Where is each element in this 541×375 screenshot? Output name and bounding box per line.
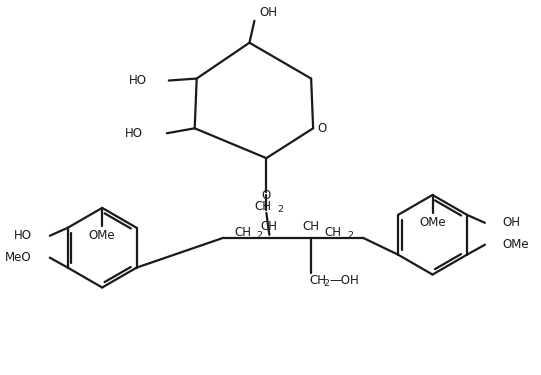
Text: CH: CH — [309, 274, 326, 287]
Text: O: O — [317, 122, 326, 135]
Text: CH: CH — [302, 220, 320, 233]
Text: MeO: MeO — [5, 251, 32, 264]
Text: 2: 2 — [278, 206, 283, 214]
Text: CH: CH — [325, 226, 341, 239]
Text: O: O — [262, 189, 271, 202]
Text: OMe: OMe — [419, 216, 446, 229]
Text: CH: CH — [261, 220, 278, 233]
Text: HO: HO — [125, 127, 143, 140]
Text: CH: CH — [255, 200, 272, 213]
Text: OH: OH — [503, 216, 521, 229]
Text: HO: HO — [129, 74, 147, 87]
Text: CH: CH — [234, 226, 251, 239]
Text: OMe: OMe — [503, 238, 530, 251]
Text: HO: HO — [14, 229, 32, 242]
Text: OMe: OMe — [89, 229, 115, 242]
Text: 2: 2 — [256, 231, 262, 240]
Text: 2: 2 — [323, 279, 329, 288]
Text: OH: OH — [259, 6, 278, 20]
Text: 2: 2 — [347, 231, 353, 240]
Text: —OH: —OH — [329, 274, 359, 287]
